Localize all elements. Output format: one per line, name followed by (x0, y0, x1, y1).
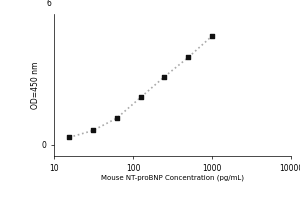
Point (186, 56, 190, 59)
Point (91, 129, 95, 132)
Point (115, 116, 119, 120)
Text: 6: 6 (47, 0, 52, 8)
X-axis label: Mouse NT-proBNP Concentration (pg/mL): Mouse NT-proBNP Concentration (pg/mL) (101, 174, 244, 181)
Point (67, 136, 72, 139)
Point (210, 34, 214, 38)
Point (162, 75, 167, 78)
Y-axis label: OD=450 nm: OD=450 nm (31, 61, 40, 109)
Point (138, 96, 143, 99)
